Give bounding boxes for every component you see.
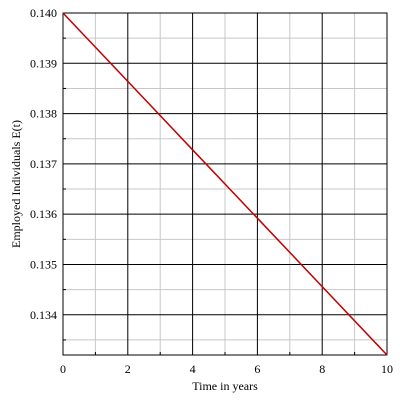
y-tick-label: 0.137 <box>30 157 57 171</box>
y-tick-label: 0.134 <box>30 308 57 322</box>
x-tick-label: 10 <box>381 362 393 376</box>
y-tick-label: 0.138 <box>30 107 57 121</box>
x-tick-label: 0 <box>60 362 66 376</box>
x-tick-label: 8 <box>319 362 325 376</box>
y-tick-label: 0.139 <box>30 56 57 70</box>
y-tick-label: 0.135 <box>30 257 57 271</box>
data-line <box>62 12 388 356</box>
x-tick-label: 2 <box>125 362 131 376</box>
x-tick-label: 4 <box>190 362 196 376</box>
y-tick-label: 0.136 <box>30 207 57 221</box>
y-axis-label: Employed Individuals E(t) <box>9 120 23 248</box>
y-tick-label: 0.140 <box>30 6 57 20</box>
x-tick-label: 6 <box>254 362 260 376</box>
x-axis-label: Time in years <box>192 379 258 393</box>
plot-frame <box>62 12 388 356</box>
